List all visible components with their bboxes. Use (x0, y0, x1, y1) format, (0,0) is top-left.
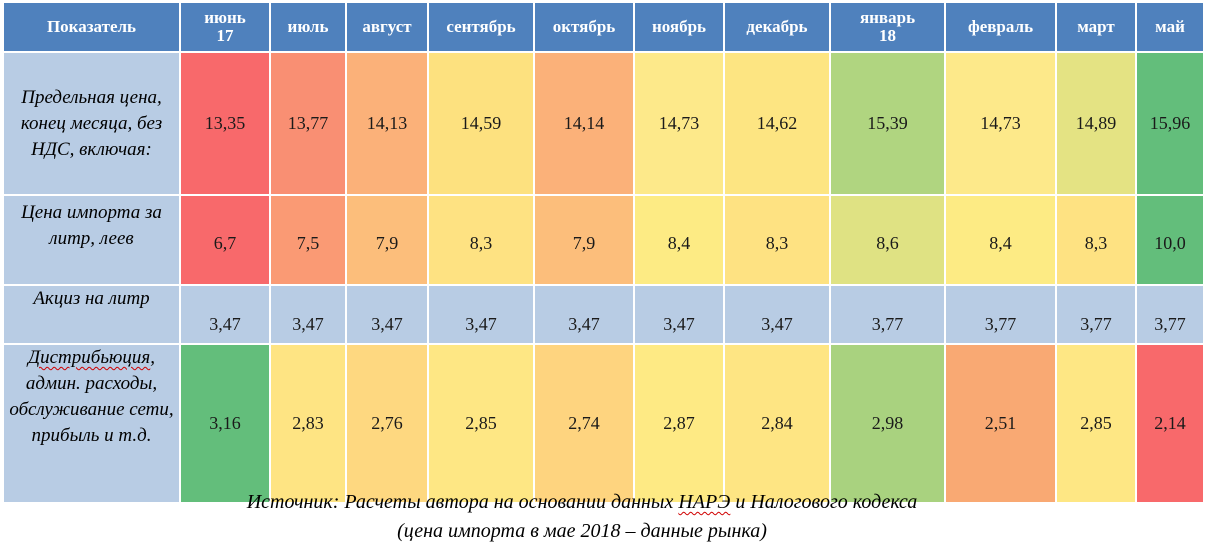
header-month: февраль (944, 1, 1057, 53)
value-cell: 15,96 (1135, 51, 1205, 196)
header-month: июнь 17 (179, 1, 271, 53)
value-cell: 7,9 (345, 194, 429, 286)
source-text: Источник: Расчеты автора на основании да… (246, 491, 679, 513)
row-label: Акциз на литр (2, 284, 181, 345)
value-cell: 14,89 (1055, 51, 1137, 196)
value-cell: 3,77 (1055, 284, 1137, 345)
value-cell: 3,47 (179, 284, 271, 345)
source-abbreviation: НАРЭ (678, 491, 731, 513)
table-row-import-price: Цена импорта за литр, леев 6,7 7,5 7,9 8,3 7… (2, 194, 1205, 286)
value-cell: 8,3 (427, 194, 535, 286)
header-month: сентябрь (427, 1, 535, 53)
value-cell: 2,85 (427, 343, 535, 504)
value-cell: 7,9 (533, 194, 635, 286)
value-cell: 3,77 (1135, 284, 1205, 345)
header-month: август (345, 1, 429, 53)
source-note-line2: (цена импорта в мае 2018 – данные рынка) (397, 520, 767, 542)
value-cell: 14,59 (427, 51, 535, 196)
value-cell: 2,14 (1135, 343, 1205, 504)
value-cell: 13,35 (179, 51, 271, 196)
value-cell: 14,62 (723, 51, 831, 196)
header-month: июль (269, 1, 347, 53)
table-row-excise: Акциз на литр 3,47 3,47 3,47 3,47 3,47 3,47 3,… (2, 284, 1205, 345)
value-cell: 8,6 (829, 194, 946, 286)
value-cell: 3,16 (179, 343, 271, 504)
table-row-limit-price: Предельная цена, конец месяца, без НДС, … (2, 51, 1205, 196)
value-cell: 14,73 (944, 51, 1057, 196)
value-cell: 3,77 (829, 284, 946, 345)
value-cell: 3,47 (723, 284, 831, 345)
value-cell: 2,98 (829, 343, 946, 504)
source-note-line1: Источник: Расчеты автора на основании да… (0, 489, 1164, 516)
value-cell: 8,4 (944, 194, 1057, 286)
value-cell: 8,3 (1055, 194, 1137, 286)
value-cell: 2,85 (1055, 343, 1137, 504)
row-label: Цена импорта за литр, леев (2, 194, 181, 286)
value-cell: 3,47 (533, 284, 635, 345)
value-cell: 2,87 (633, 343, 725, 504)
value-cell: 2,84 (723, 343, 831, 504)
source-text-end: и Налогового кодекса (730, 491, 918, 513)
value-cell: 3,47 (427, 284, 535, 345)
value-cell: 2,76 (345, 343, 429, 504)
row-label-first-word: Дистрибьюция (28, 347, 151, 368)
header-month: май (1135, 1, 1205, 53)
value-cell: 3,47 (269, 284, 347, 345)
value-cell: 3,77 (944, 284, 1057, 345)
value-cell: 14,73 (633, 51, 725, 196)
header-row: Показатель июнь 17 июль август сентябрь … (2, 1, 1205, 53)
value-cell: 10,0 (1135, 194, 1205, 286)
row-label-rest: , админ. расходы, обслуживание сети, при… (9, 347, 174, 446)
header-month: октябрь (533, 1, 635, 53)
value-cell: 13,77 (269, 51, 347, 196)
value-cell: 3,47 (345, 284, 429, 345)
value-cell: 14,13 (345, 51, 429, 196)
value-cell: 8,4 (633, 194, 725, 286)
value-cell: 8,3 (723, 194, 831, 286)
header-month: ноябрь (633, 1, 725, 53)
value-cell: 2,74 (533, 343, 635, 504)
header-month: март (1055, 1, 1137, 53)
header-indicator: Показатель (2, 1, 181, 53)
value-cell: 2,83 (269, 343, 347, 504)
row-label: Дистрибьюция, админ. расходы, обслуживан… (2, 343, 181, 504)
value-cell: 7,5 (269, 194, 347, 286)
header-month: январь 18 (829, 1, 946, 53)
value-cell: 14,14 (533, 51, 635, 196)
header-month: декабрь (723, 1, 831, 53)
value-cell: 6,7 (179, 194, 271, 286)
value-cell: 15,39 (829, 51, 946, 196)
table-row-distribution: Дистрибьюция, админ. расходы, обслуживан… (2, 343, 1205, 504)
value-cell: 2,51 (944, 343, 1057, 504)
value-cell: 3,47 (633, 284, 725, 345)
row-label: Предельная цена, конец месяца, без НДС, … (2, 51, 181, 196)
price-structure-table: Показатель июнь 17 июль август сентябрь … (2, 1, 1205, 504)
